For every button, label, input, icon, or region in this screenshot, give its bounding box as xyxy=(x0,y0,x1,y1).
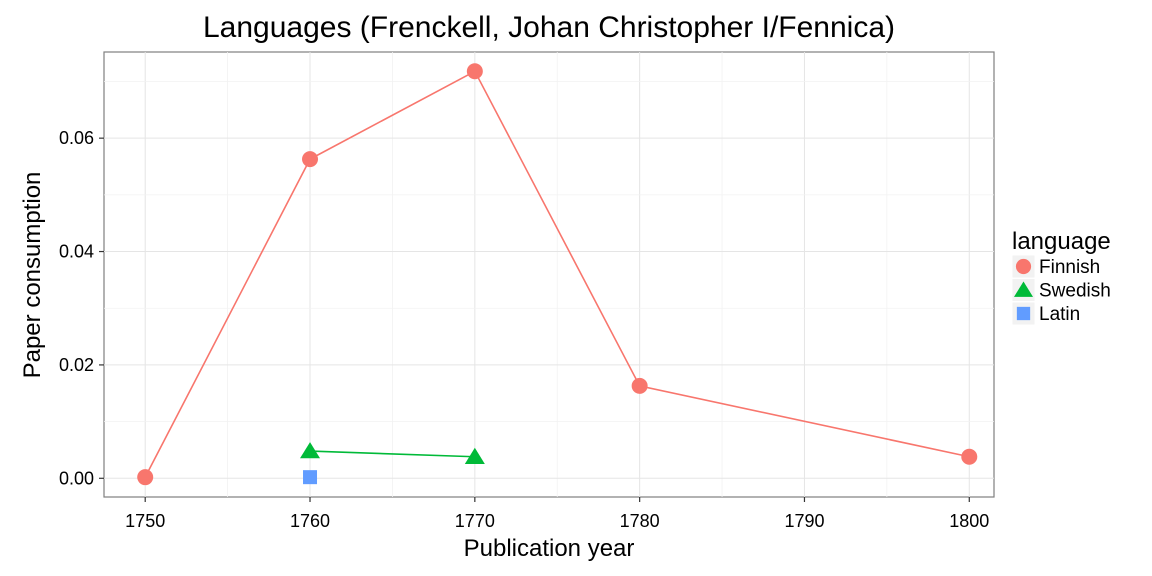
series-line-swedish xyxy=(309,450,475,458)
data-point-finnish xyxy=(137,469,154,486)
legend-label-finnish: Finnish xyxy=(1039,257,1100,278)
plot-panel xyxy=(103,51,995,498)
data-point-latin xyxy=(303,470,318,485)
grid xyxy=(104,52,994,497)
legend-label-swedish: Swedish xyxy=(1039,281,1111,302)
series-swedish xyxy=(300,442,485,464)
x-tick-label: 1800 xyxy=(949,511,989,531)
data-point-finnish xyxy=(466,63,483,80)
data-point-finnish xyxy=(631,377,648,394)
legend-label-latin: Latin xyxy=(1039,304,1080,325)
legend-key-finnish xyxy=(1015,258,1032,275)
y-tick-label: 0.06 xyxy=(59,128,94,148)
legend-key-swedish xyxy=(1014,281,1033,297)
x-tick-label: 1750 xyxy=(125,511,165,531)
legend-item-latin: Latin xyxy=(1011,301,1080,326)
series-latin xyxy=(303,470,318,485)
legend-item-swedish: Swedish xyxy=(1011,278,1111,302)
x-axis-title: Publication year xyxy=(464,535,635,562)
legend-title: language xyxy=(1012,228,1111,255)
series-finnish xyxy=(137,63,978,486)
y-axis-title: Paper consumption xyxy=(19,172,46,379)
data-point-finnish xyxy=(302,151,319,168)
data-point-swedish xyxy=(464,447,485,464)
axes: 1750 1760 1770 1780 1790 1800 0.00 0.02 0.04 0.06 xyxy=(59,128,989,531)
y-tick-label: 0.00 xyxy=(59,468,94,488)
x-tick-label: 1760 xyxy=(290,511,330,531)
y-tick-label: 0.02 xyxy=(59,355,94,375)
x-tick-label: 1790 xyxy=(784,511,824,531)
x-tick-label: 1770 xyxy=(455,511,495,531)
x-tick-label: 1780 xyxy=(620,511,660,531)
data-point-finnish xyxy=(961,448,978,465)
data-point-swedish xyxy=(300,442,321,459)
legend-item-finnish: Finnish xyxy=(1011,254,1100,279)
legend-key-latin xyxy=(1016,306,1031,321)
chart-title: Languages (Frenckell, Johan Christopher … xyxy=(203,11,895,44)
y-tick-label: 0.04 xyxy=(59,242,94,262)
series-layer xyxy=(137,63,978,486)
